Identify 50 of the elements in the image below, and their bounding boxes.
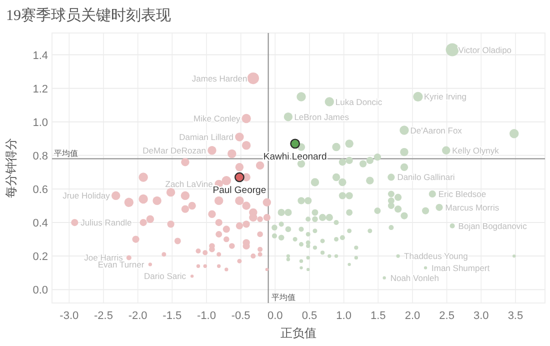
annotation: Bojan Bogdanovic (458, 220, 528, 231)
annotation: LeBron James (294, 112, 350, 122)
x-tick-label: -1.0 (197, 310, 216, 322)
ref-line-label: 平均值 (271, 293, 296, 302)
annotation: Mike Conley (194, 114, 242, 124)
annotation: Victor Oladipo (458, 44, 512, 55)
y-tick-label: 1.2 (32, 83, 48, 96)
annotation: Marcus Morris (445, 202, 500, 212)
y-tick-label: 1.0 (32, 116, 48, 129)
annotation: Jrue Holiday (62, 190, 111, 201)
x-tick-label: -2.5 (94, 310, 113, 322)
x-tick-label: -3.0 (60, 310, 79, 322)
y-tick-label: 0.0 (32, 284, 48, 297)
annotation: Damian Lillard (179, 132, 234, 142)
annotation: De'Aaron Fox (410, 125, 463, 136)
y-tick-label: 1.4 (32, 50, 48, 62)
annotation: Danilo Gallinari (397, 172, 455, 182)
annotation: Luka Doncic (335, 96, 383, 107)
annotation: Thaddeus Young (404, 251, 468, 262)
annotation: Julius Randle (80, 218, 132, 228)
series-label: Kawhi Leonard (263, 152, 327, 163)
annotation: James Harden (192, 73, 248, 84)
y-tick-label: 0.8 (32, 150, 48, 162)
x-tick-label: 0.0 (268, 310, 283, 322)
y-tick-label: 0.4 (32, 218, 48, 230)
x-tick-label: 3.0 (473, 310, 489, 322)
x-tick-label: 3.5 (508, 310, 524, 322)
y-axis-title: 每分钟得分 (4, 138, 18, 198)
x-tick-label: 2.5 (439, 310, 454, 322)
annotation: DeMar DeRozan (142, 145, 206, 156)
x-tick-label: 1.0 (336, 310, 352, 322)
ref-line-label: 平均值 (54, 148, 78, 158)
x-axis-title: 正负值 (280, 326, 316, 340)
series-label: Paul George (212, 185, 266, 196)
x-tick-label: 2.0 (404, 310, 420, 322)
x-tick-label: -1.5 (162, 310, 182, 322)
x-tick-label: 0.5 (302, 310, 318, 322)
x-tick-label: -2.0 (128, 310, 148, 322)
annotation: Dario Saric (144, 271, 187, 282)
annotation: Noah Vonleh (390, 272, 440, 283)
annotation: Iman Shumpert (432, 262, 490, 273)
annotation: Kelly Olynyk (452, 145, 500, 156)
y-tick-label: 0.2 (32, 251, 48, 264)
annotation: Zach LaVine (165, 178, 214, 189)
annotation: Eric Bledsoe (438, 188, 486, 199)
y-tick-label: 0.6 (32, 184, 48, 196)
x-tick-label: 1.5 (370, 310, 386, 322)
x-tick-label: -0.5 (231, 310, 250, 322)
annotation: Kyrie Irving (424, 92, 467, 102)
chart-title: 19赛季球员关键时刻表现 (6, 7, 171, 24)
